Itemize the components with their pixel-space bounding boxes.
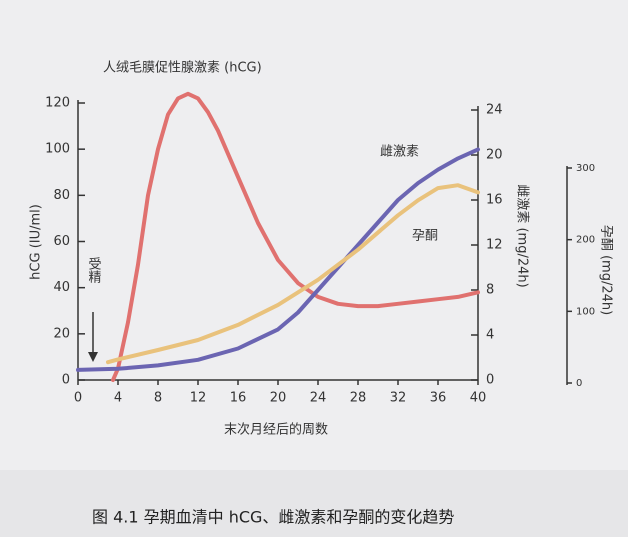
y3-tick-label: 100	[576, 306, 595, 317]
figure-background	[0, 0, 628, 470]
x-tick-label: 24	[310, 391, 327, 406]
x-tick-label: 8	[154, 391, 162, 406]
series-line	[76, 147, 480, 372]
y2-axis-label: 雌激素 (mg/24h)	[515, 184, 531, 287]
y3-tick-label: 200	[576, 235, 595, 246]
x-tick-label: 32	[390, 391, 407, 406]
x-tick-label: 36	[430, 391, 447, 406]
y3-tick-label: 0	[576, 378, 582, 389]
y-tick-label: 40	[53, 280, 70, 295]
arrow-head	[88, 352, 98, 362]
y-tick-label: 60	[53, 234, 70, 249]
x-tick-label: 16	[230, 391, 247, 406]
x-tick-label: 4	[114, 391, 122, 406]
y-tick-label: 20	[53, 326, 70, 341]
y2-tick-label: 0	[486, 373, 494, 388]
x-axis-label: 末次月经后的周数	[224, 422, 328, 438]
y-tick-label: 100	[45, 142, 70, 157]
x-tick-label: 40	[470, 391, 487, 406]
x-tick-label: 20	[270, 391, 287, 406]
series-title: 人绒毛膜促性腺激素 (hCG)	[103, 61, 262, 76]
y2-tick-label: 8	[486, 283, 494, 298]
y2-tick-label: 20	[486, 148, 503, 163]
series-line	[111, 91, 480, 382]
y-tick-label: 0	[62, 373, 70, 388]
y-tick-label: 80	[53, 188, 70, 203]
caption: 图 4.1 孕期血清中 hCG、雌激素和孕酮的变化趋势	[92, 508, 454, 527]
series-label: 雌激素	[380, 144, 419, 160]
x-tick-label: 28	[350, 391, 367, 406]
y2-tick-label: 16	[486, 193, 503, 208]
y2-tick-label: 4	[486, 328, 494, 343]
y2-tick-label: 12	[486, 238, 503, 253]
x-tick-label: 0	[74, 391, 82, 406]
x-tick-label: 12	[190, 391, 207, 406]
series-line	[106, 183, 480, 365]
series-label: 孕酮	[412, 229, 438, 244]
y3-axis-label: 孕酮 (mg/24h)	[599, 225, 614, 315]
y-axis-label: hCG (IU/ml)	[29, 204, 44, 280]
y-tick-label: 120	[45, 96, 70, 111]
annotation: 受精	[86, 257, 102, 283]
y2-tick-label: 24	[486, 103, 503, 118]
y3-tick-label: 300	[576, 163, 595, 174]
